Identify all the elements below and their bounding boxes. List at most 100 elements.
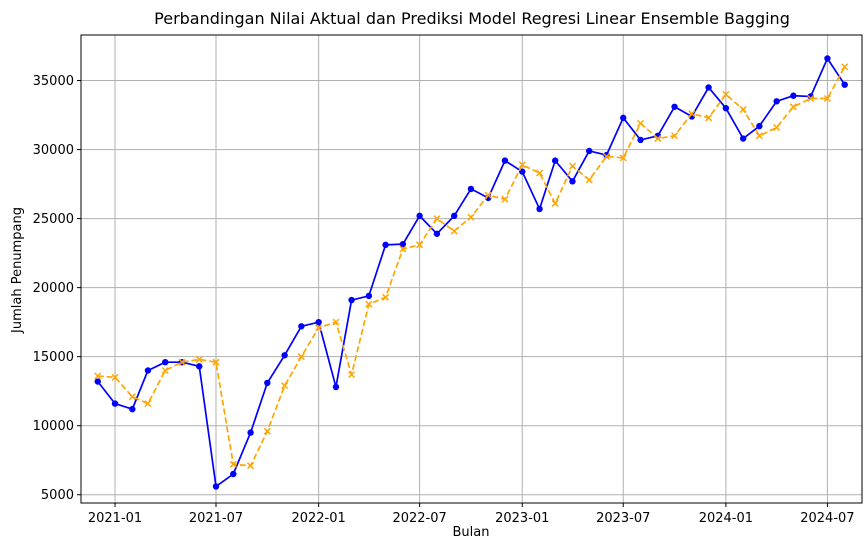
data-point xyxy=(722,104,730,112)
y-tick-label: 35000 xyxy=(33,74,74,89)
data-point xyxy=(416,241,424,249)
data-point xyxy=(264,379,271,387)
data-point xyxy=(637,119,645,127)
data-point xyxy=(790,92,797,99)
data-point xyxy=(501,157,509,164)
data-point xyxy=(416,212,423,220)
x-tick-label: 2024-01 xyxy=(699,511,753,526)
x-tick-label: 2021-01 xyxy=(88,511,142,526)
data-point xyxy=(688,110,696,118)
data-point xyxy=(94,378,101,385)
data-point xyxy=(365,292,373,300)
series-layer xyxy=(94,55,849,490)
data-point xyxy=(382,293,390,301)
data-point xyxy=(536,205,543,213)
data-point xyxy=(671,103,678,110)
series-line xyxy=(97,66,846,467)
data-point xyxy=(129,405,136,413)
data-point xyxy=(671,132,679,140)
data-point xyxy=(450,227,458,235)
y-tick-label: 20000 xyxy=(33,281,74,296)
data-point xyxy=(298,323,305,330)
data-point xyxy=(348,296,355,304)
data-point xyxy=(281,352,288,359)
data-point xyxy=(602,152,611,161)
data-point xyxy=(467,213,475,221)
data-point xyxy=(144,400,152,408)
data-point xyxy=(212,483,220,490)
data-point xyxy=(382,241,389,249)
data-point xyxy=(586,147,593,155)
data-point xyxy=(654,135,662,143)
data-point xyxy=(551,157,559,164)
data-point xyxy=(722,90,730,98)
y-tick-label: 30000 xyxy=(33,143,74,158)
data-point xyxy=(739,106,747,114)
data-point xyxy=(519,168,526,175)
data-point xyxy=(162,358,169,366)
data-point xyxy=(841,63,849,71)
data-point xyxy=(144,367,152,374)
data-point xyxy=(111,400,119,407)
data-point xyxy=(399,240,407,248)
grid xyxy=(81,35,862,503)
data-point xyxy=(551,199,559,207)
data-point xyxy=(315,324,323,332)
data-point xyxy=(195,355,203,363)
x-tick-label: 2021-07 xyxy=(189,511,243,526)
data-point xyxy=(619,154,627,162)
y-tick-label: 25000 xyxy=(33,212,74,227)
x-tick-label: 2023-07 xyxy=(596,511,650,526)
chart-title: Perbandingan Nilai Aktual dan Prediksi M… xyxy=(154,9,790,28)
data-point xyxy=(739,135,747,142)
y-tick-label: 5000 xyxy=(41,488,74,503)
data-point xyxy=(94,372,102,380)
x-tick-label: 2022-07 xyxy=(392,511,446,526)
data-point xyxy=(807,94,815,103)
data-point xyxy=(637,136,644,144)
plot-frame xyxy=(80,34,863,504)
data-point xyxy=(756,122,763,130)
data-point xyxy=(315,318,322,326)
data-point xyxy=(128,393,136,401)
data-point xyxy=(620,114,627,122)
data-point xyxy=(705,114,713,122)
data-point xyxy=(518,161,526,169)
data-point xyxy=(196,363,203,370)
data-point xyxy=(230,470,237,478)
x-tick-label: 2024-07 xyxy=(800,511,854,526)
data-point xyxy=(451,212,458,220)
data-point xyxy=(755,132,763,140)
series-2 xyxy=(94,63,849,470)
data-point xyxy=(297,353,305,361)
axis-ticks: 2021-01 2021-07 2022-01 2022-07 2023-01 2023-… xyxy=(33,74,855,526)
data-point xyxy=(824,55,831,62)
data-point xyxy=(773,123,781,132)
data-point xyxy=(568,162,577,170)
data-point xyxy=(229,460,237,468)
data-point xyxy=(263,427,271,435)
data-point xyxy=(823,94,831,103)
data-point xyxy=(348,371,356,379)
data-point xyxy=(281,382,289,390)
data-point xyxy=(161,366,169,374)
x-tick-label: 2022-01 xyxy=(291,511,345,526)
y-tick-label: 15000 xyxy=(33,350,74,365)
data-point xyxy=(433,215,441,223)
series-1 xyxy=(94,55,848,490)
series-line xyxy=(97,57,846,488)
data-point xyxy=(585,176,593,184)
data-point xyxy=(212,358,220,366)
data-point xyxy=(789,103,797,111)
x-axis-label: Bulan xyxy=(453,525,490,540)
data-point xyxy=(247,429,254,436)
data-point xyxy=(332,383,340,391)
data-point xyxy=(773,98,780,105)
data-point xyxy=(365,300,373,308)
data-point xyxy=(178,358,186,366)
data-point xyxy=(399,245,407,253)
y-axis-label: Jumlah Penumpang xyxy=(10,207,25,334)
data-point xyxy=(841,81,848,88)
data-point xyxy=(111,373,119,381)
